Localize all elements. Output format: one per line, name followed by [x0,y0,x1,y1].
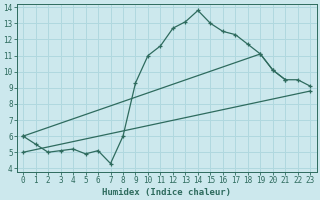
X-axis label: Humidex (Indice chaleur): Humidex (Indice chaleur) [102,188,231,197]
